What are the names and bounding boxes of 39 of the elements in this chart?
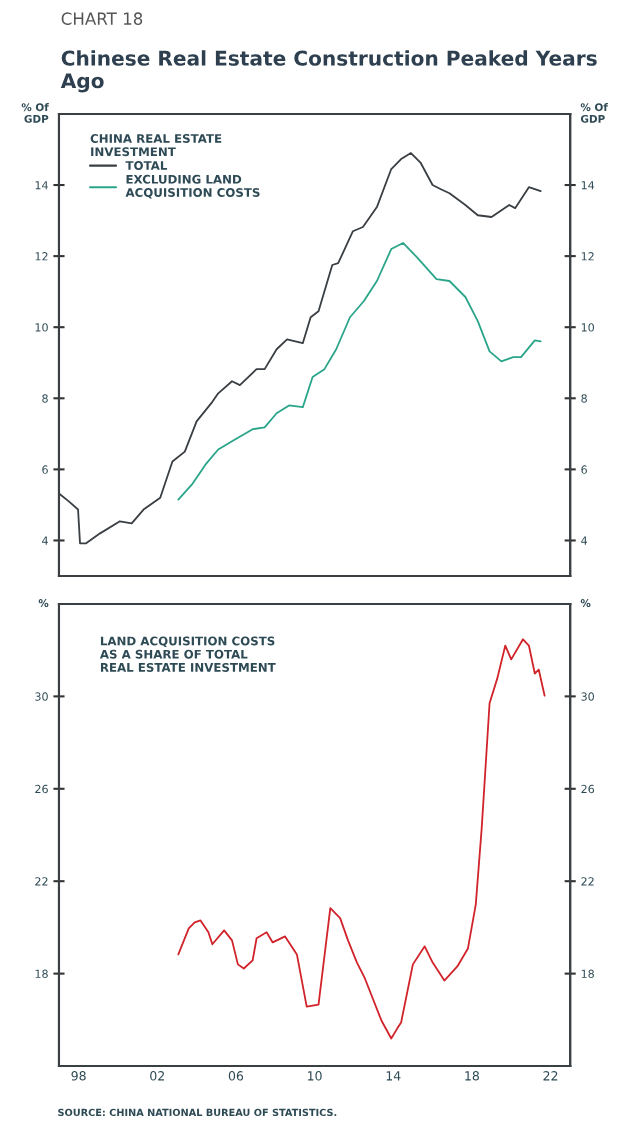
x-tick-label: 02 (150, 1071, 164, 1081)
y2-tick-label: 8 (581, 394, 587, 403)
x-tick-label: 10 (308, 1071, 322, 1081)
y2-tick-label: 22 (581, 877, 594, 886)
y-axis-title: % Of GDP (21, 103, 49, 123)
chart-title: Chinese Real Estate Construction Peaked Years Ago (60, 50, 597, 93)
y-tick-label: 10 (35, 323, 48, 332)
y-tick-label: 6 (42, 465, 48, 474)
y-tick-label: 18 (35, 969, 48, 978)
x-tick-label: 98 (71, 1071, 86, 1081)
y2-tick-label: 12 (581, 252, 594, 261)
legend-label: EXCLUDING LAND ACQUISITION COSTS (125, 174, 260, 199)
annotation: LAND ACQUISITION COSTS AS A SHARE OF TOTAL REAL ESTATE INVESTMENT (99, 636, 276, 672)
line-series (177, 242, 542, 501)
x-tick-label: 06 (228, 1071, 244, 1081)
legend-label: TOTAL (125, 161, 168, 170)
source-note: SOURCE: CHINA NATIONAL BUREAU OF STATISTICS. (58, 1108, 337, 1117)
y-tick-label: 12 (35, 252, 48, 261)
y2-tick-label: 6 (581, 465, 587, 474)
y2-tick-label: 14 (581, 181, 595, 190)
y2-tick-label: 10 (581, 323, 594, 332)
y2-tick-label: 30 (581, 692, 594, 701)
y-tick-label: 30 (35, 692, 48, 701)
y2-tick-label: 18 (581, 969, 594, 978)
y-tick-label: 4 (42, 536, 48, 545)
y2-axis-title: % (580, 599, 591, 607)
x-tick-label: 18 (465, 1071, 479, 1081)
y2-tick-label: 4 (581, 536, 588, 545)
y-tick-label: 26 (35, 784, 48, 794)
y-tick-label: 22 (35, 877, 48, 886)
y-tick-label: 8 (42, 394, 48, 403)
y-tick-label: 14 (35, 181, 48, 190)
chart-subtitle: CHART 18 (61, 12, 143, 25)
x-tick-label: 14 (386, 1071, 401, 1081)
x-tick-label: 22 (543, 1071, 558, 1081)
y2-axis-title: % Of GDP (580, 103, 608, 123)
legend-title: CHINA REAL ESTATE INVESTMENT (90, 134, 222, 157)
y2-tick-label: 26 (581, 784, 595, 794)
y-axis-title: % (38, 599, 49, 607)
